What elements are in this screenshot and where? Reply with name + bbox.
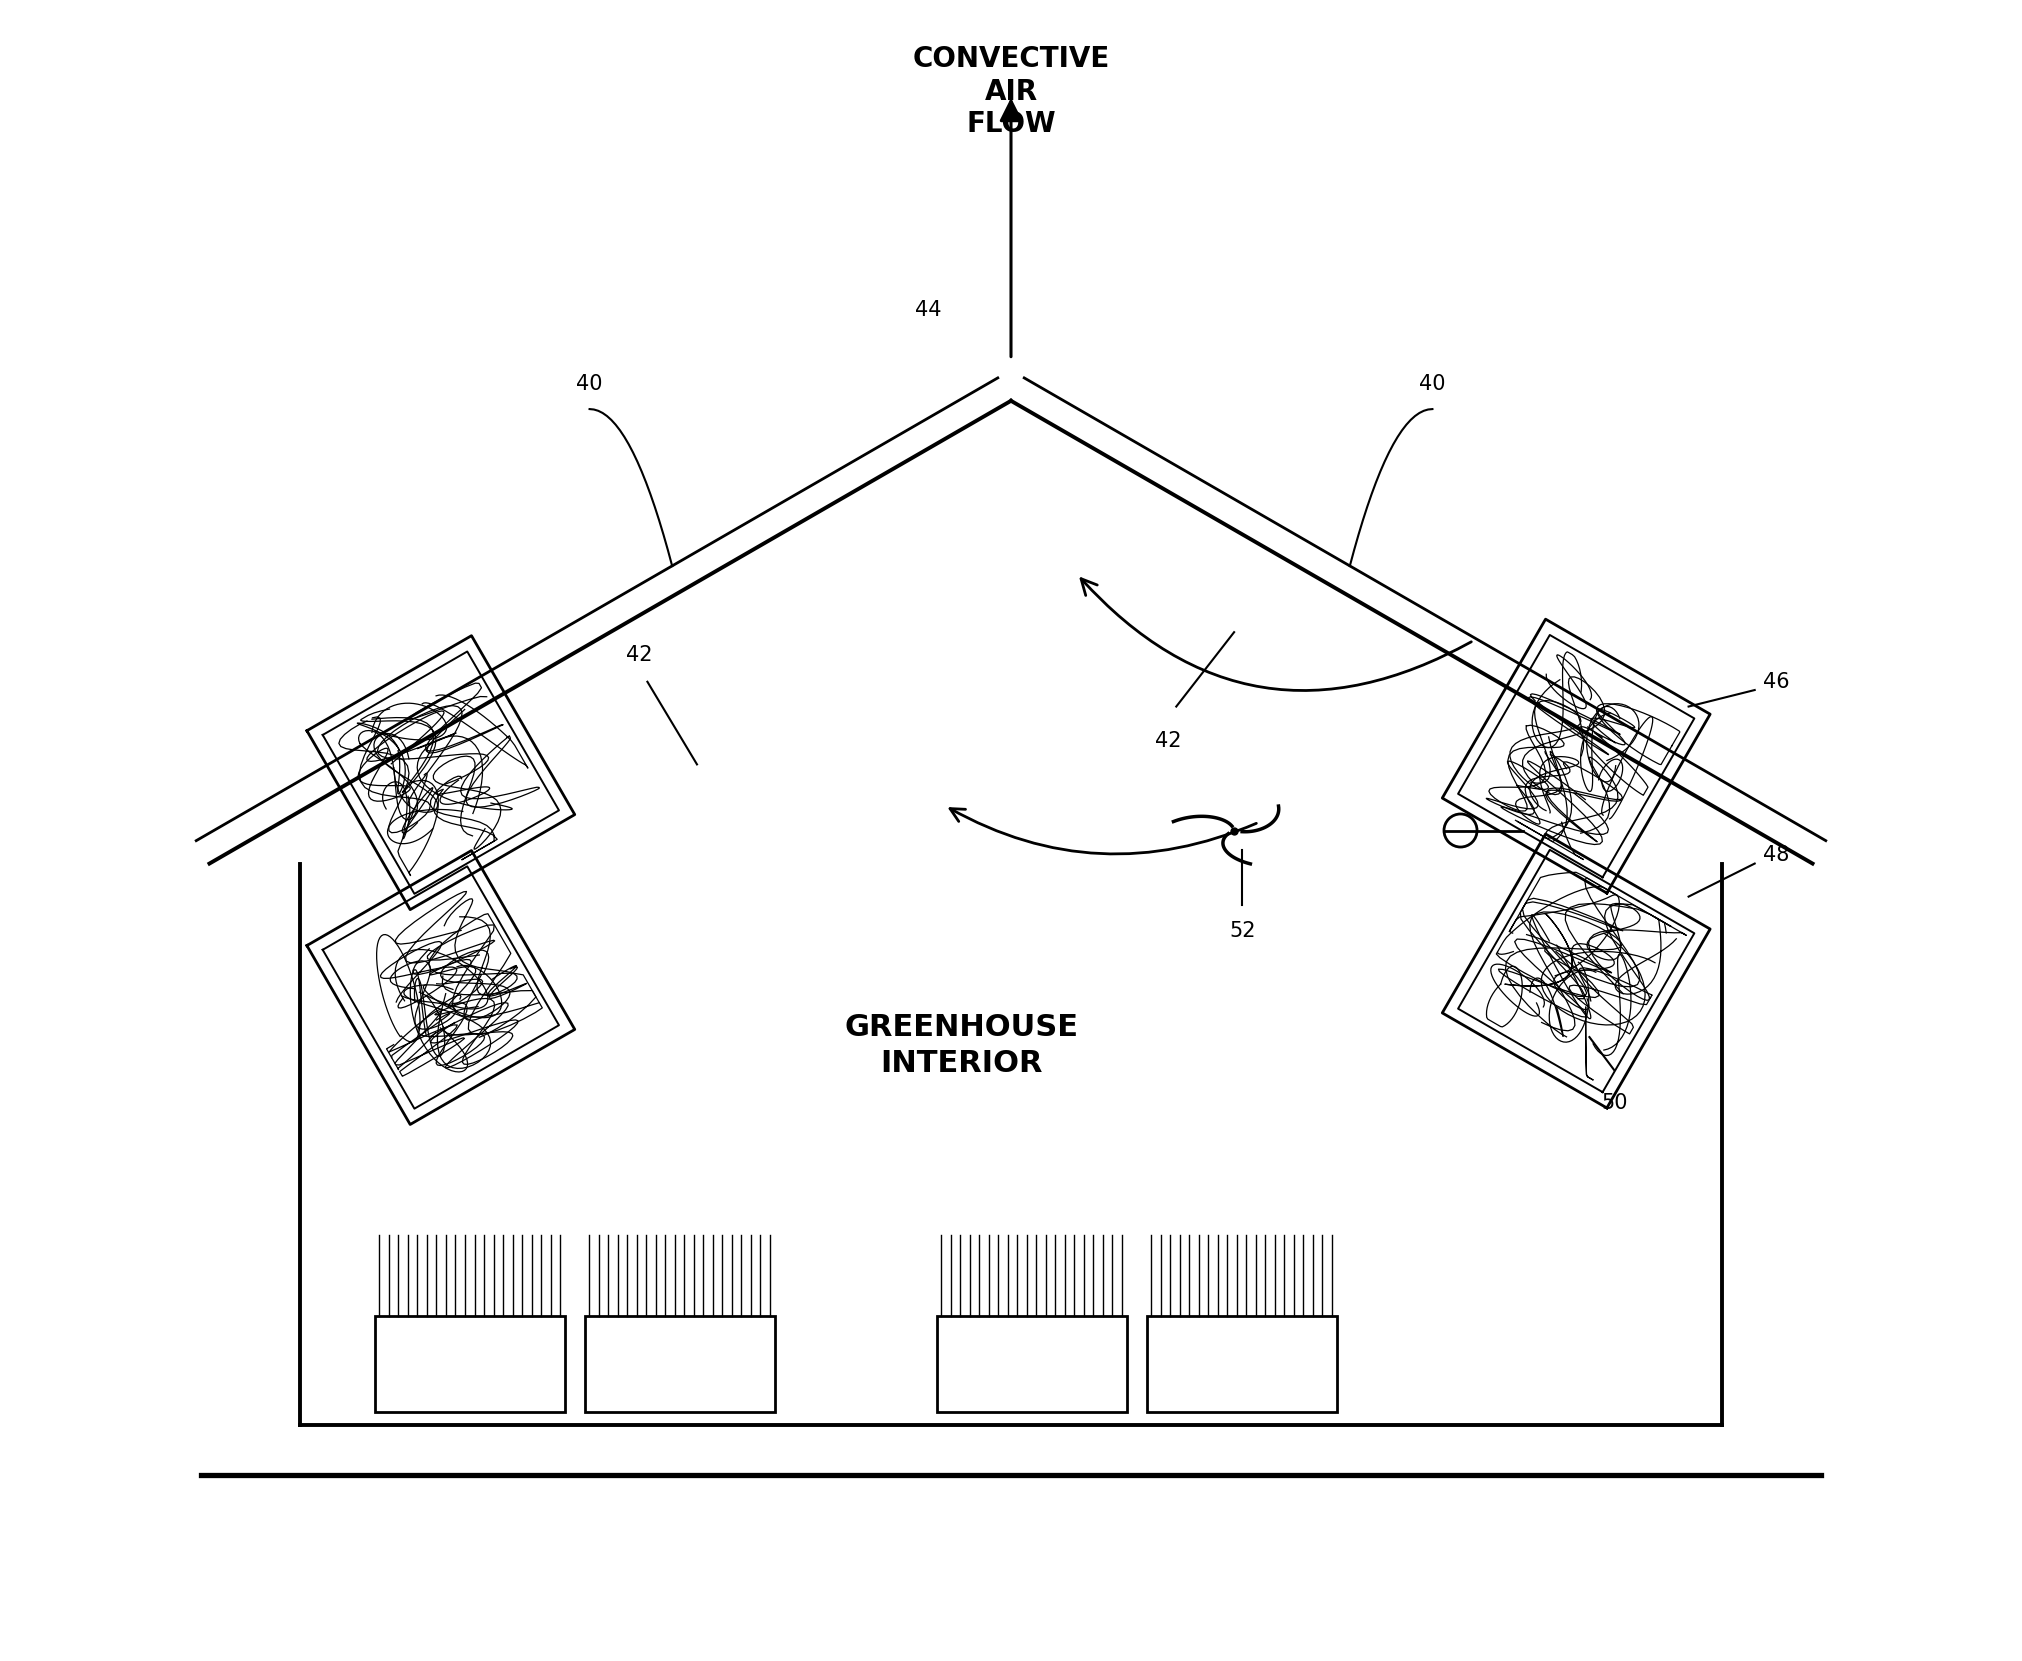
FancyArrowPatch shape bbox=[950, 809, 1256, 854]
Text: 40: 40 bbox=[576, 374, 603, 394]
Text: 46: 46 bbox=[1763, 671, 1789, 691]
Text: CONVECTIVE
AIR
FLOW: CONVECTIVE AIR FLOW bbox=[912, 45, 1110, 138]
Text: 52: 52 bbox=[1229, 922, 1256, 942]
Text: GREENHOUSE
INTERIOR: GREENHOUSE INTERIOR bbox=[845, 1013, 1078, 1078]
Bar bbox=[936, 1317, 1126, 1412]
Text: 40: 40 bbox=[1419, 374, 1446, 394]
Bar bbox=[374, 1317, 564, 1412]
Bar bbox=[584, 1317, 774, 1412]
Text: 42: 42 bbox=[1155, 731, 1181, 751]
Text: 44: 44 bbox=[916, 301, 942, 321]
FancyArrowPatch shape bbox=[1082, 578, 1472, 691]
Text: 48: 48 bbox=[1763, 845, 1789, 865]
Text: 42: 42 bbox=[627, 644, 653, 666]
Bar bbox=[1146, 1317, 1337, 1412]
Text: 50: 50 bbox=[1601, 1093, 1628, 1113]
